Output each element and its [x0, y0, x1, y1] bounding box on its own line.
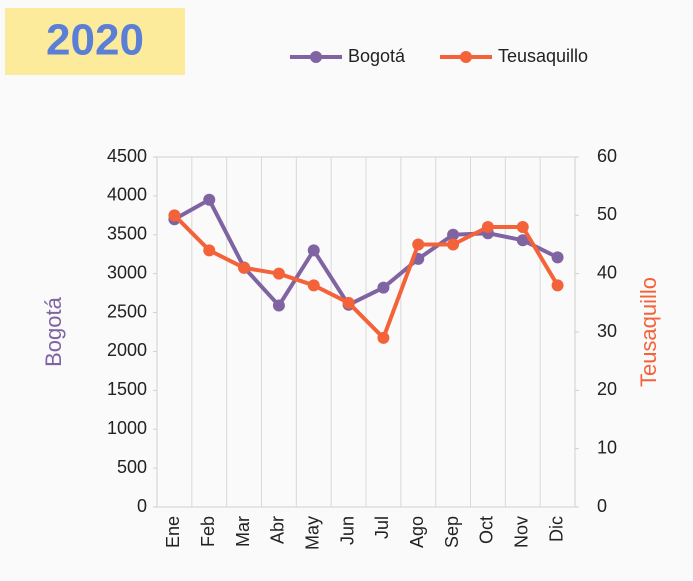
marker [203, 244, 216, 257]
y-tick-label: 3000 [107, 262, 147, 282]
x-tick-label: Feb [198, 516, 218, 547]
x-tick-label: Oct [477, 516, 497, 544]
marker [377, 281, 390, 294]
title-box [5, 8, 185, 75]
marker [168, 209, 181, 222]
marker [551, 251, 564, 264]
y2-tick-label: 50 [597, 204, 617, 224]
x-tick-label: Dic [546, 516, 566, 542]
y2-tick-label: 0 [597, 496, 607, 516]
y2-tick-label: 60 [597, 146, 617, 166]
x-tick-label: Mar [233, 516, 253, 547]
marker [377, 331, 390, 344]
marker [272, 299, 285, 312]
y2-tick-label: 40 [597, 262, 617, 282]
marker [203, 193, 216, 206]
legend-marker [310, 51, 322, 63]
x-tick-label: May [303, 516, 323, 550]
legend-label: Bogotá [348, 46, 406, 66]
x-tick-label: Ago [407, 516, 427, 548]
x-tick-label: Jun [337, 516, 357, 545]
y-tick-label: 1500 [107, 379, 147, 399]
legend-label: Teusaquillo [498, 46, 588, 66]
marker [238, 261, 251, 274]
legend-marker [460, 51, 472, 63]
y-tick-label: 2000 [107, 340, 147, 360]
y-tick-label: 0 [137, 496, 147, 516]
y-tick-label: 2500 [107, 301, 147, 321]
y-axis-label: Bogotá [41, 296, 66, 366]
x-tick-label: Abr [268, 516, 288, 544]
x-tick-label: Sep [442, 516, 462, 548]
y2-tick-label: 30 [597, 321, 617, 341]
marker [307, 244, 320, 257]
y-tick-label: 500 [117, 457, 147, 477]
marker [516, 234, 529, 247]
y2-axis-label: Teusaquillo [636, 277, 661, 387]
marker [516, 221, 529, 233]
marker [481, 221, 494, 233]
marker [447, 238, 460, 251]
chart-title: 2020 [46, 16, 144, 65]
y2-tick-label: 20 [597, 379, 617, 399]
marker [412, 238, 425, 251]
x-tick-label: Nov [512, 516, 532, 548]
marker [342, 296, 355, 309]
x-tick-label: Ene [163, 516, 183, 548]
marker [272, 267, 285, 280]
y-tick-label: 3500 [107, 224, 147, 244]
marker [447, 228, 460, 241]
y-tick-label: 4500 [107, 146, 147, 166]
y-tick-label: 1000 [107, 418, 147, 438]
marker [551, 279, 564, 292]
marker [307, 279, 320, 292]
x-tick-label: Jul [372, 516, 392, 539]
y-tick-label: 4000 [107, 185, 147, 205]
y2-tick-label: 10 [597, 437, 617, 457]
